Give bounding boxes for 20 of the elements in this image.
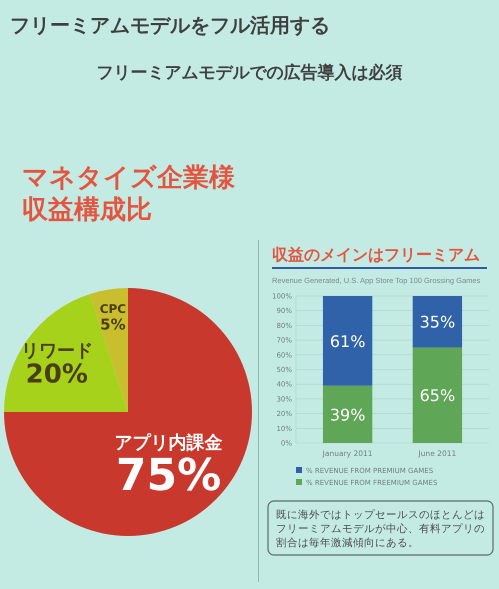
pie-slice <box>4 288 252 536</box>
slice-label: リワード <box>20 340 93 362</box>
data-label: 39% <box>330 405 366 424</box>
pie-slice <box>4 294 128 412</box>
data-label: 61% <box>330 332 366 351</box>
data-label: 35% <box>420 312 456 332</box>
data-label: 5% <box>100 316 126 334</box>
bar <box>412 347 462 443</box>
data-label: 20% <box>26 359 88 390</box>
slice-label: CPC <box>100 302 126 316</box>
data-label: 65% <box>420 386 456 406</box>
text: 既に海外ではトップセールスのほとんどはフリーミアムモデルが中心、有料アプリの割合は毎年激減傾向にある。 <box>276 508 485 549</box>
slice-label: アプリ内課金 <box>114 432 223 454</box>
chart-title: 収益のメインはフリーミアム <box>272 245 480 264</box>
bar <box>412 296 462 348</box>
text: フリーミアムモデルをフル活用する <box>10 13 330 37</box>
chart-title: マネタイズ企業様収益構成比 <box>22 163 236 225</box>
bar <box>322 386 372 443</box>
text: フリーミアムモデルでの広告導入は必須 <box>96 63 402 83</box>
bar <box>322 296 372 386</box>
